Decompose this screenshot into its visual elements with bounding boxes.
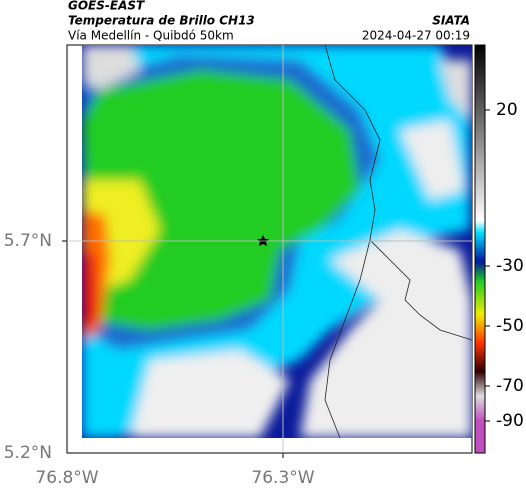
lon-label: 76.3°W: [251, 468, 314, 488]
colorbar-label: -50: [496, 316, 524, 336]
lat-label: 5.7°N: [4, 231, 52, 251]
colorbar-label: 20: [496, 100, 518, 120]
product-title: Temperatura de Brillo CH13: [68, 14, 255, 28]
colorbar: [474, 44, 486, 454]
satellite-image: [82, 45, 472, 438]
colorbar-ticks: [485, 109, 490, 422]
colorbar-label: -90: [496, 411, 524, 431]
agency: SIATA: [432, 14, 470, 28]
source-title: GOES-EAST: [68, 0, 145, 13]
timestamp: 2024-04-27 00:19: [362, 29, 470, 43]
colorbar-label: -70: [496, 376, 524, 396]
route-subtitle: Vía Medellín - Quibdó 50km: [68, 29, 234, 43]
lat-label: 5.2°N: [4, 443, 52, 463]
lon-label: 76.8°W: [35, 468, 98, 488]
colorbar-label: -30: [496, 256, 524, 276]
